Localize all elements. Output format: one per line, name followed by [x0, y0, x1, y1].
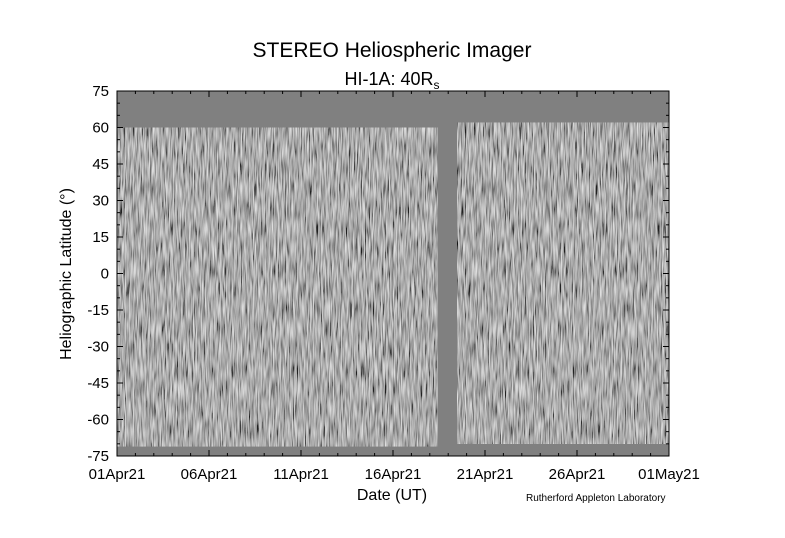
x-tick-label: 06Apr21: [181, 466, 238, 483]
credit-text: Rutherford Appleton Laboratory: [526, 493, 666, 504]
y-tick-label: 0: [101, 266, 109, 283]
data-segment-1: [117, 127, 438, 447]
y-tick-label: -45: [87, 375, 109, 392]
chart-title: STEREO Heliospheric Imager: [253, 39, 532, 62]
x-tick-label: 16Apr21: [365, 466, 422, 483]
y-tick-label: -75: [87, 448, 109, 465]
y-axis-label: Heliographic Latitude (°): [58, 188, 75, 360]
chart-subtitle-main: HI-1A: 40R: [344, 69, 433, 89]
x-tick-label: 21Apr21: [457, 466, 514, 483]
x-tick-label: 11Apr21: [273, 466, 329, 483]
x-axis-label: Date (UT): [357, 487, 427, 504]
plot-area: [117, 91, 669, 456]
data-segment-2: [457, 122, 669, 444]
chart-subtitle-subscript: s: [434, 78, 440, 92]
y-tick-label: -60: [87, 412, 109, 429]
y-tick-label: 75: [92, 83, 109, 100]
y-tick-label: 45: [92, 156, 109, 173]
x-tick-label: 01Apr21: [89, 466, 146, 483]
chart-subtitle: HI-1A: 40Rs: [344, 69, 439, 92]
data-segment-1-tone: [117, 127, 438, 447]
y-tick-label: 30: [92, 193, 109, 210]
x-tick-label: 01May21: [638, 466, 700, 483]
data-segment-2-tone: [457, 122, 669, 444]
y-tick-label: 15: [92, 229, 109, 246]
y-tick-label: -30: [87, 339, 109, 356]
x-tick-label: 26Apr21: [549, 466, 606, 483]
y-tick-label: -15: [87, 302, 109, 319]
y-tick-label: 60: [92, 120, 109, 137]
